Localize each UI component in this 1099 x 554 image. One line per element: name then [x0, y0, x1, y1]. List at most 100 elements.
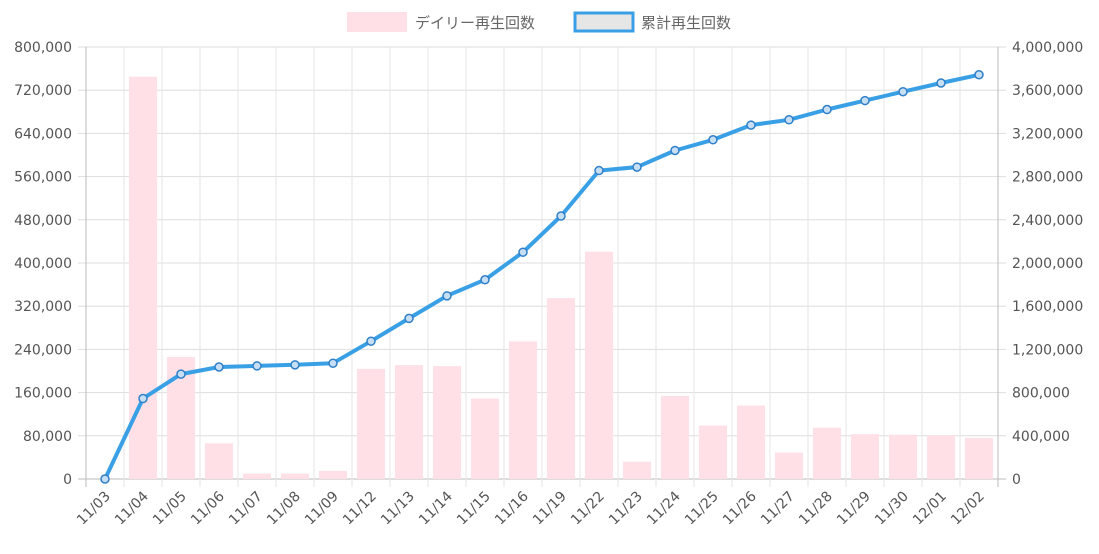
bar-daily[interactable] [318, 470, 348, 479]
x-tick-label: 11/04 [112, 488, 152, 528]
x-tick-label: 11/27 [758, 489, 798, 529]
right-tick-label: 800,000 [1012, 386, 1070, 402]
x-tick-label: 12/01 [910, 489, 950, 529]
right-tick-label: 4,000,000 [1012, 40, 1083, 56]
bar-daily[interactable] [280, 473, 310, 479]
x-tick-label: 11/28 [796, 489, 836, 529]
left-tick-label: 720,000 [14, 83, 72, 99]
bar-series [128, 76, 994, 479]
legend-label-cumulative[interactable]: 累計再生回数 [641, 14, 731, 32]
x-tick-label: 12/02 [948, 489, 988, 529]
bar-daily[interactable] [584, 251, 614, 479]
point-cumulative[interactable] [442, 291, 452, 301]
x-tick-label: 11/05 [150, 489, 190, 529]
x-tick-label: 11/25 [682, 489, 722, 529]
x-tick-label: 11/03 [74, 489, 114, 529]
left-tick-label: 240,000 [14, 342, 72, 358]
left-tick-label: 560,000 [14, 170, 72, 186]
left-tick-label: 640,000 [14, 126, 72, 142]
bar-daily[interactable] [774, 452, 804, 479]
x-tick-label: 11/15 [454, 489, 494, 529]
bar-daily[interactable] [964, 437, 994, 479]
point-cumulative[interactable] [214, 362, 224, 372]
left-y-axis: 800,000 720,000 640,000 560,000 480,000 400,0… [14, 40, 72, 488]
point-cumulative[interactable] [138, 393, 148, 404]
x-tick-label: 11/13 [378, 489, 418, 529]
bar-daily[interactable] [128, 76, 158, 479]
bar-daily[interactable] [470, 398, 500, 479]
point-cumulative[interactable] [708, 135, 718, 145]
bar-daily[interactable] [698, 425, 728, 479]
legend-label-daily[interactable]: デイリー再生回数 [415, 14, 535, 32]
bar-daily[interactable] [508, 341, 538, 479]
right-tick-label: 0 [1012, 472, 1021, 488]
bar-daily[interactable] [394, 365, 424, 479]
bar-daily[interactable] [546, 298, 576, 479]
point-cumulative[interactable] [670, 145, 680, 156]
bar-daily[interactable] [888, 434, 918, 479]
bar-daily[interactable] [812, 427, 842, 479]
x-tick-label: 11/09 [302, 489, 342, 529]
legend-swatch-daily[interactable] [347, 12, 407, 32]
point-cumulative[interactable] [860, 95, 870, 106]
line-series [100, 70, 984, 484]
bar-daily[interactable] [736, 405, 766, 479]
bar-daily[interactable] [204, 443, 234, 479]
x-tick-label: 11/22 [568, 489, 608, 529]
x-tick-label: 11/30 [872, 489, 912, 529]
x-tick-label: 11/14 [416, 488, 456, 528]
x-tick-label: 11/06 [188, 488, 228, 528]
legend-swatch-cumulative[interactable] [573, 11, 635, 33]
right-tick-label: 2,800,000 [1012, 170, 1083, 186]
point-cumulative[interactable] [594, 165, 604, 176]
right-tick-label: 2,400,000 [1012, 213, 1083, 229]
grid-lines [78, 46, 1006, 487]
point-cumulative[interactable] [518, 247, 528, 257]
point-cumulative[interactable] [898, 86, 908, 97]
line-cumulative [103, 72, 980, 480]
point-cumulative[interactable] [936, 78, 946, 88]
bar-daily[interactable] [926, 435, 956, 479]
x-tick-label: 11/19 [530, 489, 570, 529]
point-cumulative[interactable] [176, 369, 186, 379]
right-y-axis: 4,000,000 3,600,000 3,200,000 2,800,000 2,40… [1012, 40, 1083, 488]
point-cumulative[interactable] [822, 104, 832, 115]
point-cumulative[interactable] [746, 120, 756, 130]
point-cumulative[interactable] [290, 360, 300, 370]
right-tick-label: 3,200,000 [1012, 126, 1083, 142]
point-cumulative[interactable] [480, 274, 490, 285]
left-tick-label: 400,000 [14, 256, 72, 272]
left-tick-label: 480,000 [14, 213, 72, 229]
x-tick-label: 11/23 [606, 489, 646, 529]
bar-daily[interactable] [242, 473, 272, 479]
left-tick-label: 160,000 [14, 386, 72, 402]
right-tick-label: 2,000,000 [1012, 256, 1083, 272]
right-tick-label: 3,600,000 [1012, 83, 1083, 99]
x-tick-label: 11/12 [340, 489, 380, 529]
bar-daily[interactable] [660, 395, 690, 479]
x-tick-label: 11/24 [644, 488, 684, 528]
point-cumulative[interactable] [404, 313, 414, 324]
bar-daily[interactable] [432, 366, 462, 479]
right-tick-label: 1,600,000 [1012, 299, 1083, 315]
bar-daily[interactable] [850, 434, 880, 479]
point-cumulative[interactable] [974, 70, 984, 80]
point-cumulative[interactable] [100, 474, 110, 484]
bar-daily[interactable] [356, 368, 386, 479]
point-cumulative[interactable] [632, 162, 642, 172]
point-cumulative[interactable] [556, 211, 566, 221]
point-cumulative[interactable] [328, 358, 338, 368]
x-tick-label: 11/08 [264, 489, 304, 529]
bar-daily[interactable] [622, 461, 652, 479]
point-cumulative[interactable] [252, 361, 262, 371]
left-tick-label: 800,000 [14, 40, 72, 56]
right-tick-label: 1,200,000 [1012, 342, 1083, 358]
point-cumulative[interactable] [366, 336, 376, 346]
left-tick-label: 320,000 [14, 299, 72, 315]
x-tick-label: 11/07 [226, 489, 266, 529]
legend[interactable]: デイリー再生回数 累計再生回数 [347, 11, 731, 33]
point-cumulative[interactable] [784, 115, 794, 125]
left-tick-label: 0 [63, 472, 72, 488]
